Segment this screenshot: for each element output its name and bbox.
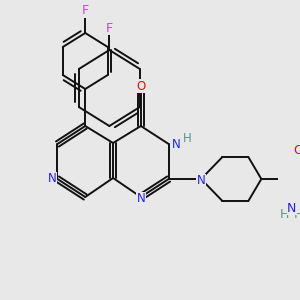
Text: O: O xyxy=(293,143,300,157)
Text: H: H xyxy=(280,208,289,220)
Text: N: N xyxy=(197,175,206,188)
Text: O: O xyxy=(136,80,146,92)
Text: N: N xyxy=(172,137,180,151)
Text: F: F xyxy=(82,4,89,17)
Text: H: H xyxy=(294,208,300,220)
Text: N: N xyxy=(47,172,56,185)
Text: F: F xyxy=(106,22,113,34)
Text: N: N xyxy=(136,193,145,206)
Text: N: N xyxy=(287,202,297,214)
Text: H: H xyxy=(183,133,192,146)
